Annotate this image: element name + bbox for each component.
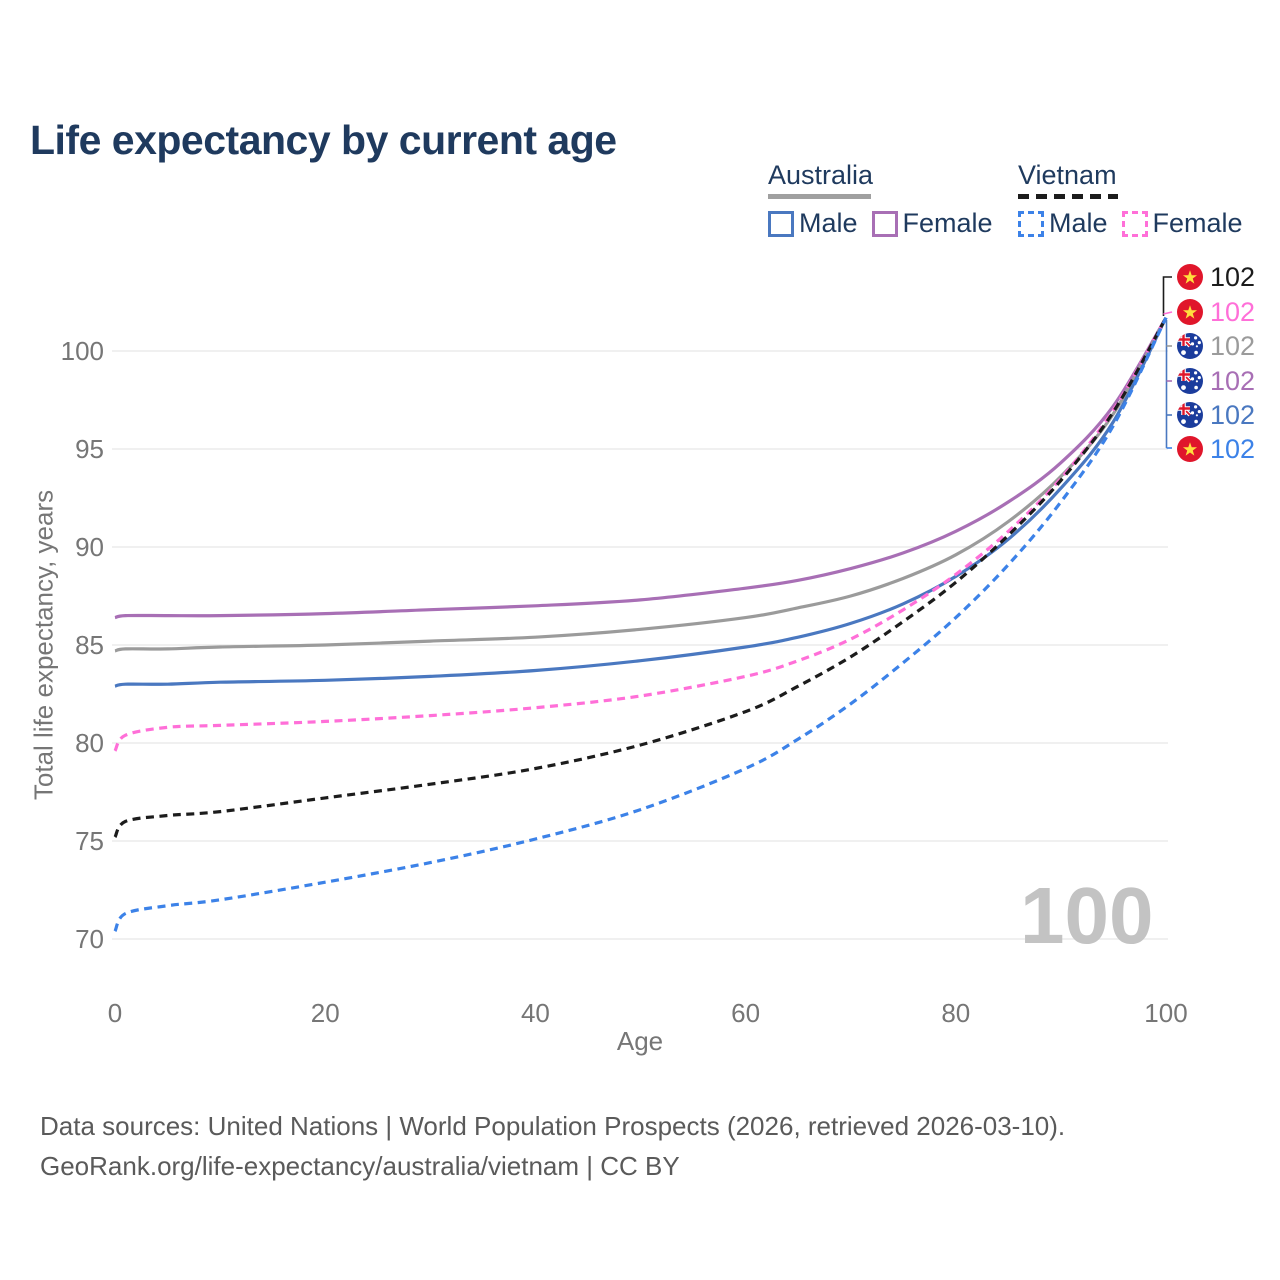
legend-item-label: Female [1152, 208, 1243, 238]
footer-attribution: GeoRank.org/life-expectancy/australia/vi… [40, 1151, 680, 1181]
end-label-row-australia-female: 102 [1177, 365, 1256, 396]
x-tick-label: 40 [521, 998, 550, 1028]
y-tick-label: 70 [75, 924, 104, 954]
y-tick-label: 95 [75, 434, 104, 464]
vietnam-flag-icon [1177, 436, 1203, 462]
australia-solid-line-swatch [768, 194, 871, 199]
footer-sources: Data sources: United Nations | World Pop… [40, 1111, 1066, 1141]
x-tick-label: 100 [1144, 998, 1187, 1028]
vietnam-female-swatch-icon [1121, 210, 1148, 237]
end-label-value: 102 [1210, 399, 1256, 430]
age-watermark: 100 [1020, 871, 1154, 960]
page-title: Life expectancy by current age [30, 117, 617, 164]
x-axis-title: Age [616, 1026, 664, 1056]
end-label-row-vietnam-both-sexes: 102 [1177, 261, 1256, 292]
x-tick-label: 0 [108, 998, 122, 1028]
x-tick-label: 80 [941, 998, 970, 1028]
legend-item-vietnam-female[interactable]: Female [1121, 208, 1243, 239]
y-tick-label: 75 [75, 826, 104, 856]
legend-country-vietnam[interactable]: Vietnam [1018, 160, 1117, 190]
series-line-australia-female[interactable] [114, 316, 1168, 620]
australia-male-swatch-icon [768, 210, 794, 237]
leader-lines [1162, 276, 1173, 449]
legend-item-label: Male [1049, 208, 1108, 238]
legend-group-vietnam: Vietnam Male Female [1018, 160, 1257, 239]
australia-flag-icon [1177, 402, 1203, 428]
y-tick-label: 85 [75, 630, 104, 660]
end-label-row-australia-male: 102 [1177, 399, 1256, 430]
australia-flag-icon [1177, 368, 1203, 394]
series-line-vietnam-male[interactable] [113, 316, 1168, 932]
series-line-australia-both-sexes[interactable] [114, 316, 1168, 653]
vietnam-flag-icon [1177, 264, 1203, 290]
footer: Data sources: United Nations | World Pop… [40, 1106, 1065, 1186]
x-tick-label: 60 [731, 998, 760, 1028]
vietnam-dashed-line-swatch [1018, 194, 1118, 199]
vietnam-male-swatch-icon [1018, 210, 1044, 237]
end-label-row-vietnam-female: 102 [1177, 296, 1256, 327]
end-label-value: 102 [1210, 261, 1256, 292]
legend-item-australia-male[interactable]: Male [768, 208, 858, 239]
end-label-value: 102 [1210, 365, 1256, 396]
series-line-vietnam-both-sexes[interactable] [113, 316, 1168, 838]
series-line-vietnam-female[interactable] [113, 316, 1168, 752]
australia-female-swatch-icon [871, 210, 898, 237]
legend-country-australia[interactable]: Australia [768, 160, 874, 190]
y-tick-label: 80 [75, 728, 104, 758]
x-tick-label: 20 [311, 998, 340, 1028]
series-line-australia-male[interactable] [114, 316, 1168, 688]
y-tick-label: 100 [61, 336, 104, 366]
australia-flag-icon [1177, 333, 1203, 359]
end-label-value: 102 [1210, 296, 1256, 327]
legend-item-vietnam-male[interactable]: Male [1018, 208, 1108, 239]
end-label-row-vietnam-male: 102 [1177, 433, 1256, 464]
legend-item-label: Male [799, 208, 858, 238]
end-label-row-australia-both-sexes: 102 [1177, 330, 1256, 361]
vietnam-flag-icon [1177, 299, 1203, 325]
legend-group-australia: Australia Male Female [768, 160, 1007, 239]
end-label-value: 102 [1210, 330, 1256, 361]
legend-item-label: Female [902, 208, 993, 238]
legend-item-australia-female[interactable]: Female [871, 208, 993, 239]
y-axis-title: Total life expectancy, years [28, 489, 59, 801]
end-label-value: 102 [1210, 433, 1256, 464]
y-tick-label: 90 [75, 532, 104, 562]
